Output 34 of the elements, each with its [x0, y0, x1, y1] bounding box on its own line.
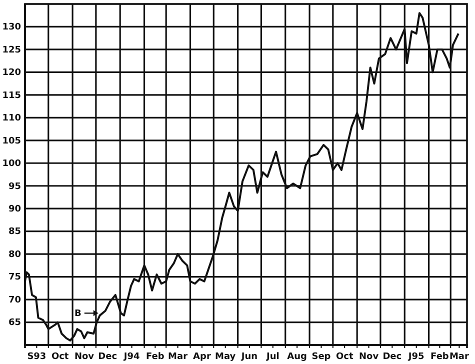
y-tick-label: 125 [2, 45, 21, 56]
x-tick-label: Jun [240, 352, 258, 362]
x-tick-label: Apr [193, 352, 212, 362]
y-tick-label: 110 [2, 114, 21, 124]
x-tick-label: Feb [146, 352, 165, 362]
y-tick-label: 115 [2, 90, 21, 101]
y-tick-label: 100 [2, 159, 21, 170]
x-tick-label: May [215, 352, 236, 362]
x-tick-label: Oct [336, 352, 354, 362]
x-tick-label: Sep [312, 352, 332, 362]
y-tick-label: 95 [8, 182, 21, 192]
y-tick-label: 120 [2, 68, 21, 78]
x-tick-label: J94 [122, 352, 140, 362]
x-tick-label: Feb [430, 352, 450, 362]
y-tick-label: 130 [2, 22, 21, 33]
y-tick-label: 80 [8, 250, 21, 260]
x-tick-label: J95 [407, 352, 424, 362]
x-tick-label: Dec [98, 352, 118, 362]
y-tick-label: 75 [8, 272, 21, 283]
x-tick-label: S93 [27, 352, 46, 362]
x-tick-label: Dec [382, 352, 402, 362]
x-tick-label: Nov [74, 352, 94, 362]
x-tick-label: Mar [168, 352, 188, 362]
x-tick-label: Aug [287, 352, 307, 362]
x-tick-label: Nov [358, 352, 379, 362]
y-tick-label: 70 [8, 295, 21, 306]
x-tick-label: Oct [51, 352, 70, 362]
y-tick-label: 105 [2, 136, 21, 146]
y-tick-label: 65 [8, 318, 21, 328]
x-tick-label: Jul [265, 352, 280, 362]
y-tick-label: 90 [8, 204, 21, 214]
x-tick-label: Mar [449, 352, 470, 362]
annotation: B [74, 309, 82, 320]
y-tick-label: 85 [8, 227, 21, 238]
